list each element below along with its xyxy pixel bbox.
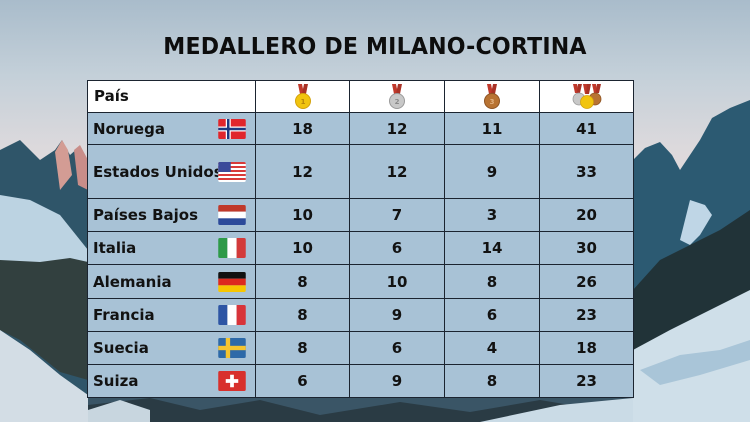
country-cell: Italia [87,231,256,265]
silver-count: 10 [349,264,445,299]
gold-count: 8 [255,331,350,365]
total-count: 30 [539,231,634,265]
gold-column-header: 1 [255,80,350,113]
all-medals-icon [572,83,601,109]
sweden-flag-icon [218,338,246,358]
silver-count: 6 [349,231,445,265]
bronze-count: 6 [444,298,540,332]
total-count: 20 [539,198,634,232]
country-cell: Suiza [87,364,256,398]
italy-flag-icon [218,238,246,258]
usa-flag-icon [218,161,246,182]
gold-count: 10 [255,198,350,232]
bronze-count: 4 [444,331,540,365]
country-column-header: País [87,80,256,113]
gold-count: 18 [255,112,350,145]
country-name: Noruega [93,119,165,138]
svg-text:1: 1 [300,98,305,106]
table-row: Países Bajos 10 7 3 20 [87,198,634,232]
table-row: Noruega 18 12 11 41 [87,112,634,145]
total-column-header [539,80,634,113]
country-name: Italia [93,239,137,257]
silver-count: 6 [349,331,445,365]
table-header-row: País 1 2 [87,80,634,113]
country-cell: Francia [87,298,256,332]
country-name: Suiza [93,372,139,390]
bronze-count: 14 [444,231,540,265]
france-flag-icon [218,305,246,325]
svg-text:2: 2 [395,98,400,106]
switzerland-flag-icon [218,371,246,391]
country-cell: Alemania [87,264,256,299]
table-row: Alemania 8 10 8 26 [87,264,634,299]
page-title: MEDALLERO DE MILANO-CORTINA [163,34,587,60]
gold-count: 10 [255,231,350,265]
silver-count: 12 [349,144,445,199]
country-name: Países Bajos [93,206,199,224]
table-row: Francia 8 9 6 23 [87,298,634,332]
svg-text:3: 3 [490,98,495,106]
bronze-count: 8 [444,264,540,299]
table-row: Suiza 6 9 8 23 [87,364,634,398]
norway-flag-icon [218,118,246,139]
bronze-column-header: 3 [444,80,540,113]
total-count: 23 [539,364,634,398]
silver-count: 9 [349,364,445,398]
total-count: 41 [539,112,634,145]
total-count: 26 [539,264,634,299]
total-count: 18 [539,331,634,365]
silver-count: 9 [349,298,445,332]
country-name: Francia [93,306,155,324]
table-row: Estados Unidos 12 12 9 33 [87,144,634,199]
country-cell: Países Bajos [87,198,256,232]
netherlands-flag-icon [218,205,246,225]
germany-flag-icon [218,271,246,292]
gold-count: 8 [255,298,350,332]
silver-medal-icon: 2 [389,83,405,109]
silver-count: 12 [349,112,445,145]
country-name: Estados Unidos [93,162,223,181]
gold-count: 6 [255,364,350,398]
country-cell: Noruega [87,112,256,145]
bronze-count: 11 [444,112,540,145]
silver-column-header: 2 [349,80,445,113]
bronze-count: 3 [444,198,540,232]
country-name: Suecia [93,339,149,357]
total-count: 23 [539,298,634,332]
country-name: Alemania [93,272,172,291]
gold-count: 12 [255,144,350,199]
silver-count: 7 [349,198,445,232]
table-row: Italia 10 6 14 30 [87,231,634,265]
table-row: Suecia 8 6 4 18 [87,331,634,365]
total-count: 33 [539,144,634,199]
gold-count: 8 [255,264,350,299]
country-cell: Estados Unidos [87,144,256,199]
bronze-count: 9 [444,144,540,199]
gold-medal-icon: 1 [294,83,311,109]
country-cell: Suecia [87,331,256,365]
medal-table: País 1 2 [87,80,634,398]
bronze-medal-icon: 3 [484,83,500,109]
bronze-count: 8 [444,364,540,398]
